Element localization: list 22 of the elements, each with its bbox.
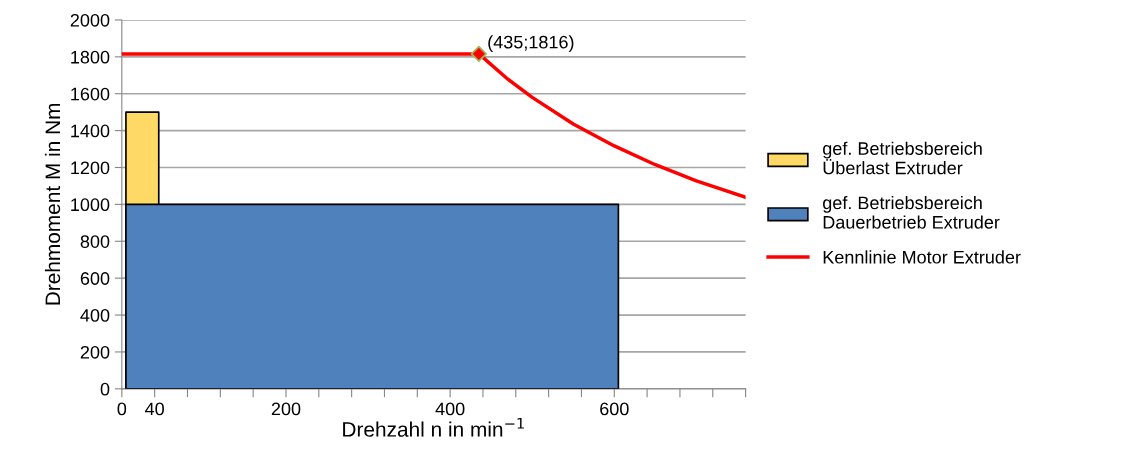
y-tick-label: 800: [80, 235, 110, 248]
y-tick-label: 400: [80, 308, 110, 322]
legend-label: gef. Betriebsbereich Dauerbetrieb Extruder: [823, 195, 1000, 229]
x-tick-label: 600: [600, 402, 629, 416]
annotation: (435;1816): [488, 35, 574, 53]
x-tick-label: 400: [435, 402, 465, 416]
y-tick-label: 1200: [71, 161, 110, 175]
y-tick-label: 1800: [71, 50, 110, 64]
y-axis-title: Drehmoment M in Nm: [44, 103, 61, 305]
x-axis-title: Drehzahl n in min$^{−1}$: [343, 417, 524, 437]
legend-label: gef. Betriebsbereich Überlast Extruder: [823, 141, 982, 175]
y-tick-label: 0: [100, 382, 110, 396]
y-tick-label: 1400: [71, 124, 110, 138]
y-tick-label: 2000: [70, 13, 110, 27]
y-tick-label: 1600: [71, 87, 110, 101]
y-tick-label: 1000: [71, 198, 110, 212]
x-tick-label: 0: [117, 402, 127, 416]
y-tick-label: 200: [80, 345, 110, 359]
legend-label: Kennlinie Motor Extruder: [823, 250, 1021, 264]
x-tick-label: 40: [145, 402, 164, 416]
x-tick-label: 200: [271, 402, 301, 416]
y-tick-label: 600: [80, 272, 110, 285]
